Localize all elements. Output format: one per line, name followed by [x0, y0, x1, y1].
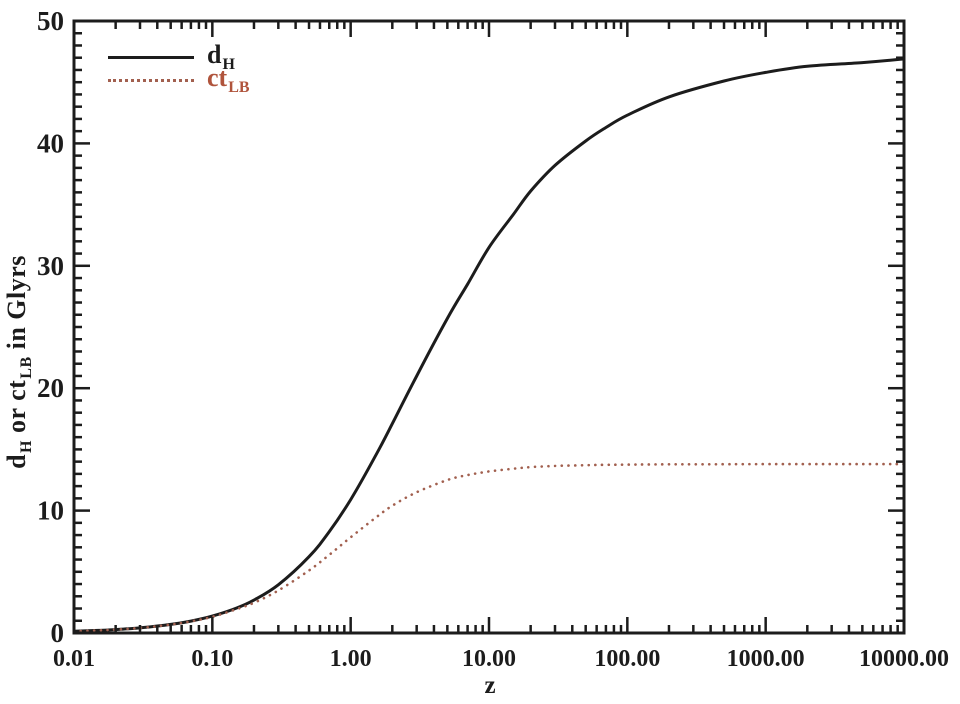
- y-axis-label-part: or ct: [2, 379, 31, 440]
- legend-label-ctlb-main: ct: [207, 63, 228, 92]
- dh-curve: [73, 57, 905, 633]
- x-axis-label: z: [484, 672, 496, 699]
- legend: dH ctLB: [108, 42, 250, 96]
- x-tick-label: 0.01: [53, 646, 95, 672]
- x-tick-label: 0.10: [191, 646, 233, 672]
- legend-item-ctlb: ctLB: [108, 65, 250, 96]
- x-tick-label: 100.00: [594, 646, 660, 672]
- y-tick-label: 30: [37, 251, 64, 281]
- y-axis-label: dH or ctLB in Glyrs: [2, 255, 36, 469]
- x-tick-label: 10.00: [462, 646, 516, 672]
- legend-label-dh-sub: H: [222, 56, 235, 73]
- x-tick-label: 1000.00: [727, 646, 805, 672]
- legend-label-dh-main: d: [207, 40, 222, 69]
- legend-item-dh: dH: [108, 42, 250, 73]
- x-tick-label: 10000.00: [859, 646, 949, 672]
- legend-label-ctlb: ctLB: [207, 65, 250, 96]
- ctlb-curve: [72, 462, 906, 633]
- y-tick-label: 10: [37, 496, 64, 526]
- y-tick-label: 20: [37, 373, 64, 403]
- solid-line-swatch: [108, 56, 194, 59]
- dotted-line-swatch: [108, 79, 194, 82]
- legend-label-ctlb-sub: LB: [228, 79, 250, 96]
- y-axis-label-part: in Glyrs: [2, 255, 31, 357]
- legend-label-dh: dH: [207, 42, 235, 73]
- y-axis-label-part: d: [2, 453, 31, 469]
- y-axis-label-sub-lb: LB: [18, 356, 35, 379]
- y-tick-label: 0: [51, 618, 65, 648]
- plot-frame: [72, 19, 906, 635]
- y-tick-label: 50: [37, 6, 64, 36]
- y-axis-label-sub-h: H: [18, 440, 35, 453]
- y-tick-label: 40: [37, 128, 64, 158]
- x-tick-label: 1.00: [330, 646, 372, 672]
